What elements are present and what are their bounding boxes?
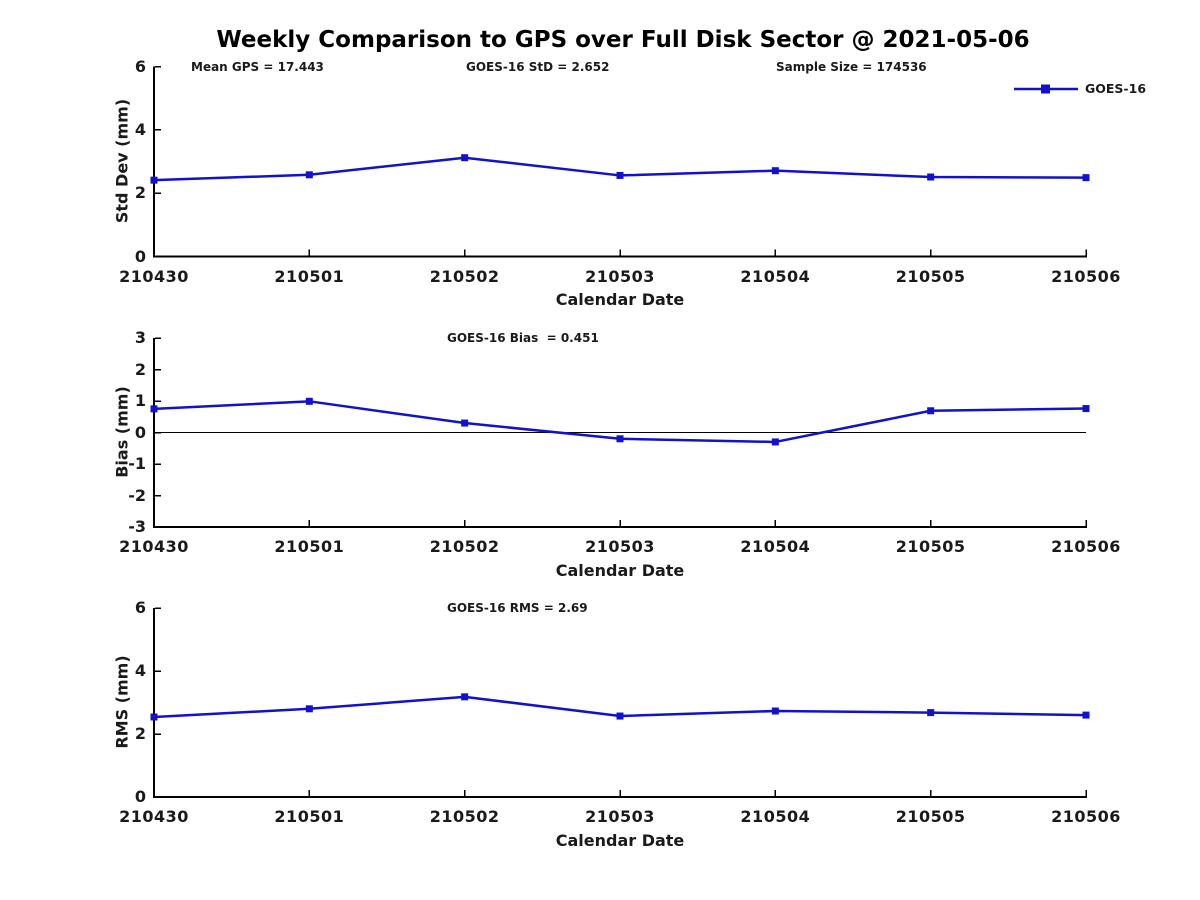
annotation-std: GOES-16 StD = 2.652 — [466, 60, 610, 74]
series-marker — [771, 438, 779, 446]
x-tick-label: 210504 — [740, 537, 811, 556]
annotation-mean-gps: Mean GPS = 17.443 — [191, 60, 324, 74]
legend-line-sample — [1014, 84, 1078, 93]
subplot-bias — [150, 337, 1090, 528]
series-marker — [461, 693, 469, 701]
x-tick-label: 210505 — [895, 266, 966, 286]
legend: GOES-16 — [1014, 81, 1146, 96]
x-tick-label: 210501 — [274, 537, 345, 556]
y-tick-label: 0 — [134, 246, 146, 266]
annotation-sample-size: Sample Size = 174536 — [776, 60, 927, 74]
x-tick-label: 210504 — [740, 266, 811, 286]
figure-title: Weekly Comparison to GPS over Full Disk … — [216, 27, 1030, 53]
x-tick-label: 210501 — [274, 807, 345, 826]
series-marker — [461, 419, 469, 427]
series-marker — [461, 154, 469, 162]
series-marker — [771, 167, 779, 175]
series-marker — [927, 173, 935, 181]
x-tick-label: 210502 — [429, 807, 500, 826]
annotation-rms: GOES-16 RMS = 2.69 — [447, 601, 588, 615]
x-tick-label: 210501 — [274, 266, 345, 286]
series-marker — [616, 435, 624, 443]
y-tick-label: 2 — [134, 724, 146, 743]
y-axis-label-std-dev: Std Dev (mm) — [112, 98, 132, 224]
x-tick-label: 210506 — [1051, 537, 1121, 556]
x-axis-label-bottom: Calendar Date — [555, 831, 685, 850]
y-tick-label: -3 — [128, 517, 146, 536]
x-tick-label: 210430 — [119, 807, 189, 826]
series-marker — [150, 713, 158, 721]
x-tick-label: 210505 — [895, 537, 966, 556]
x-tick-label: 210503 — [585, 807, 655, 826]
subplot-rms — [150, 607, 1090, 798]
series-marker — [305, 397, 313, 405]
x-tick-label: 210503 — [585, 537, 655, 556]
series-marker — [927, 407, 935, 415]
series-marker — [305, 171, 313, 179]
axes — [153, 607, 1087, 798]
x-tick-label: 210506 — [1051, 807, 1121, 826]
x-tick-label: 210503 — [585, 266, 655, 286]
series-marker — [616, 712, 624, 720]
x-axis-label-middle: Calendar Date — [555, 561, 685, 580]
x-tick-label: 210502 — [429, 266, 500, 286]
x-tick-label: 210430 — [119, 537, 189, 556]
y-tick-label: 0 — [134, 787, 146, 806]
y-tick-label: -2 — [128, 485, 146, 505]
y-tick-label: -1 — [128, 454, 146, 473]
series-marker — [616, 171, 624, 179]
y-tick-label: 2 — [134, 183, 146, 203]
y-tick-label: 6 — [134, 598, 146, 617]
series-marker — [771, 707, 779, 715]
subplot-std-dev — [150, 65, 1090, 258]
series-marker — [1082, 405, 1090, 413]
x-tick-label: 210502 — [429, 537, 500, 556]
series-marker — [305, 705, 313, 713]
series-marker — [1082, 174, 1090, 182]
x-tick-label: 210504 — [740, 807, 811, 826]
x-axis-label-top: Calendar Date — [555, 290, 685, 309]
y-tick-label: 4 — [134, 661, 146, 680]
series-marker — [1082, 711, 1090, 719]
annotation-bias: GOES-16 Bias = 0.451 — [447, 331, 599, 345]
legend-label: GOES-16 — [1085, 81, 1147, 96]
x-tick-label: 210506 — [1051, 266, 1121, 286]
y-tick-label: 3 — [134, 328, 146, 347]
axes — [153, 65, 1087, 258]
series-marker — [927, 709, 935, 717]
series-marker — [150, 405, 158, 413]
y-tick-label: 2 — [134, 359, 146, 379]
x-tick-label: 210430 — [119, 266, 189, 286]
y-tick-label: 4 — [134, 119, 146, 139]
y-tick-label: 6 — [134, 56, 146, 76]
y-tick-label: 0 — [134, 422, 146, 442]
x-tick-label: 210505 — [895, 807, 966, 826]
series-marker — [150, 176, 158, 184]
y-tick-label: 1 — [134, 391, 146, 410]
